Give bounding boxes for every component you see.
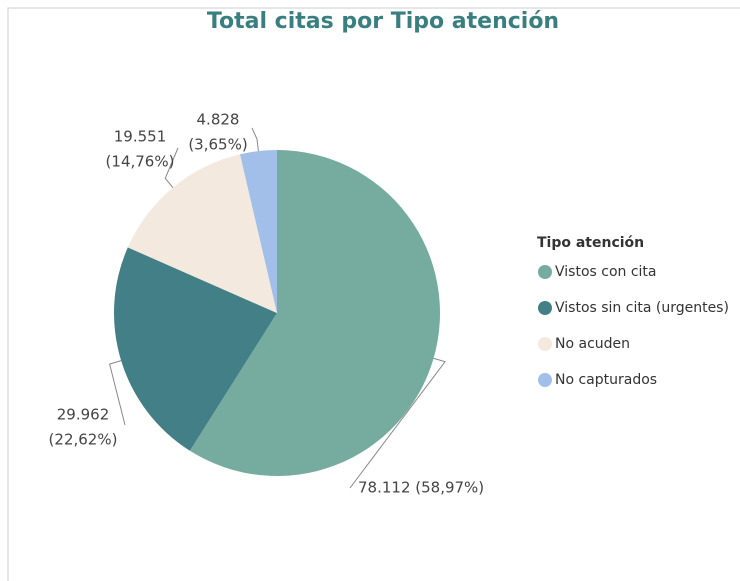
legend-label: No acuden <box>555 336 630 352</box>
data-label: 4.828 <box>197 111 240 129</box>
legend-swatch <box>538 301 552 315</box>
legend-swatch <box>538 373 552 387</box>
pie-slice <box>127 154 277 313</box>
frame <box>7 7 740 581</box>
leader-line <box>109 360 126 426</box>
legend-swatch <box>538 265 552 279</box>
leader-line <box>349 357 446 489</box>
leader-line <box>164 147 179 188</box>
legend-label: No capturados <box>555 372 657 388</box>
data-label: (22,62%) <box>49 431 118 449</box>
leader-line <box>251 127 259 152</box>
legend-swatch <box>538 337 552 351</box>
legend-label: Vistos con cita <box>555 264 657 280</box>
legend-title: Tipo atención <box>537 235 644 251</box>
data-label: (14,76%) <box>106 153 175 171</box>
chart-title: Total citas por Tipo atención <box>207 9 559 34</box>
data-label: (3,65%) <box>188 136 247 154</box>
data-label: 19.551 <box>114 128 167 146</box>
pie-slice <box>113 247 277 451</box>
data-label: 29.962 <box>57 406 110 424</box>
pie-slice <box>239 150 277 313</box>
data-label: 78.112 (58,97%) <box>358 479 484 497</box>
legend-label: Vistos sin cita (urgentes) <box>555 300 729 316</box>
pie-slice <box>189 150 440 476</box>
